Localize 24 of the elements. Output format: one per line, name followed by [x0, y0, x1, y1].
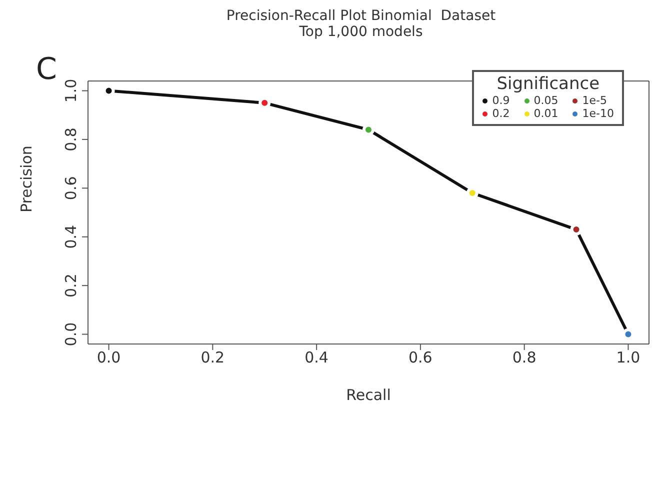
legend-title: Significance: [496, 74, 601, 94]
y-tick-label: 1.0: [62, 78, 80, 103]
legend-label: 1e-10: [582, 107, 614, 120]
x-tick-label: 0.4: [304, 348, 328, 367]
x-axis-title: Recall: [346, 386, 391, 404]
legend-label: 0.05: [534, 94, 558, 107]
text: C: [36, 52, 57, 87]
y-tick-label: 0.0: [62, 322, 80, 346]
x-tick-label: 1.0: [616, 348, 640, 367]
y-axis-title: Precision: [17, 146, 36, 212]
x-tick-label: 0.0: [96, 348, 121, 367]
y-tick-label: 0.4: [62, 224, 80, 249]
y-tick-label: 0.6: [62, 176, 80, 200]
legend-label: 1e-5: [582, 94, 607, 107]
y-tick-label: 0.8: [62, 128, 80, 152]
x-tick-label: 0.8: [512, 348, 536, 367]
y-tick-label: 0.2: [62, 274, 80, 298]
legend-label: 0.2: [492, 107, 510, 120]
chart-subtitle: Top 1,000 models: [298, 24, 424, 40]
chart-title: Precision-Recall Plot Binomial Dataset: [225, 8, 497, 24]
legend-label: 0.9: [492, 94, 510, 107]
legend-label: 0.01: [534, 107, 558, 120]
x-tick-label: 0.2: [200, 348, 225, 367]
x-tick-label: 0.6: [408, 348, 432, 367]
